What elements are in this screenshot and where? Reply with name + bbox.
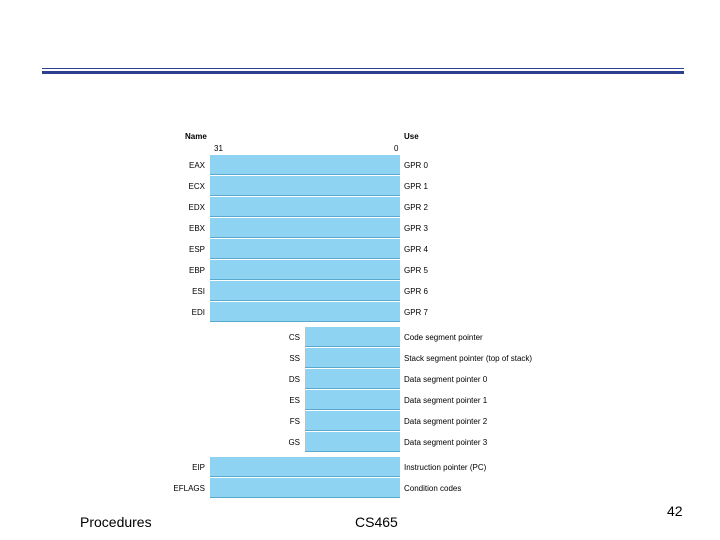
register-box-edi [210, 302, 400, 322]
register-box-ecx [210, 176, 400, 196]
register-use: Data segment pointer 3 [404, 438, 488, 447]
register-use: Instruction pointer (PC) [404, 463, 487, 472]
register-use: Stack segment pointer (top of stack) [404, 354, 533, 363]
register-box-ebx [210, 218, 400, 238]
register-name: EDI [191, 308, 205, 317]
register-use: GPR 7 [404, 308, 429, 317]
register-box-esi [210, 281, 400, 301]
register-box-edx [210, 197, 400, 217]
footer-center: CS465 [355, 514, 398, 530]
register-name: DS [288, 375, 300, 384]
register-box-ebp [210, 260, 400, 280]
bit-31-label: 31 [214, 144, 223, 153]
header-name: Name [185, 132, 207, 141]
register-use: Data segment pointer 1 [404, 396, 488, 405]
register-use: GPR 0 [404, 161, 429, 170]
register-name: SS [289, 354, 300, 363]
register-name: ES [289, 396, 300, 405]
register-use: GPR 3 [404, 224, 429, 233]
register-box-eip [210, 457, 400, 477]
register-box-eax [210, 155, 400, 175]
register-name: EBX [188, 224, 205, 233]
register-name: ESP [188, 245, 205, 254]
page-number: 42 [667, 503, 683, 519]
register-box-esp [210, 239, 400, 259]
register-box-cs [305, 327, 400, 347]
register-use: GPR 5 [404, 266, 429, 275]
register-name: ESI [192, 287, 205, 296]
footer-left: Procedures [80, 514, 152, 530]
register-use: GPR 2 [404, 203, 429, 212]
register-name: EAX [188, 161, 205, 170]
register-use: GPR 4 [404, 245, 429, 254]
register-box-eflags [210, 478, 400, 498]
register-name: EIP [192, 463, 205, 472]
register-use: Data segment pointer 2 [404, 417, 488, 426]
register-name: EBP [188, 266, 205, 275]
register-box-ds [305, 369, 400, 389]
register-use: Condition codes [404, 484, 462, 493]
register-box-ss [305, 348, 400, 368]
register-box-gs [305, 432, 400, 452]
register-box-es [305, 390, 400, 410]
header-use: Use [404, 132, 419, 141]
register-name: ECX [188, 182, 205, 191]
bit-0-label: 0 [394, 144, 399, 153]
register-use: Data segment pointer 0 [404, 375, 488, 384]
register-use: GPR 1 [404, 182, 429, 191]
register-name: EDX [188, 203, 205, 212]
register-name: EFLAGS [173, 484, 205, 493]
register-name: GS [288, 438, 300, 447]
title-rule-thick [42, 71, 684, 74]
register-name: CS [288, 333, 300, 342]
register-use: Code segment pointer [404, 333, 483, 342]
title-rule-thin [42, 68, 684, 69]
register-use: GPR 6 [404, 287, 429, 296]
register-box-fs [305, 411, 400, 431]
register-name: FS [289, 417, 300, 426]
